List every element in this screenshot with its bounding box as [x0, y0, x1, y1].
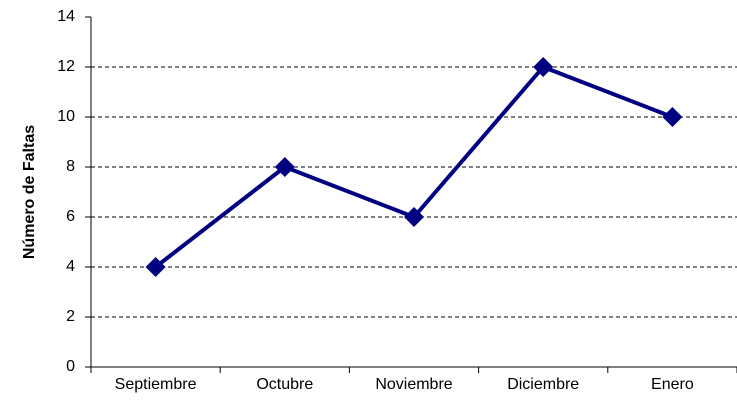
- y-tick-label: 10: [57, 108, 75, 125]
- x-tick-label: Noviembre: [375, 376, 452, 393]
- x-tick-label: Septiembre: [115, 376, 197, 393]
- marker: [274, 157, 295, 177]
- x-tick-label: Enero: [651, 376, 694, 393]
- y-tick-label: 12: [57, 58, 75, 75]
- marker: [662, 107, 683, 127]
- x-tick-label: Diciembre: [507, 376, 579, 393]
- marker: [145, 257, 166, 277]
- y-tick-label: 2: [66, 308, 75, 325]
- marker: [533, 57, 554, 77]
- y-tick-label: 14: [57, 8, 75, 25]
- y-tick-label: 6: [66, 208, 75, 225]
- marker: [404, 207, 424, 227]
- y-tick-label: 0: [66, 358, 75, 375]
- y-tick-label: 4: [66, 258, 75, 275]
- y-axis-label: Número de Faltas: [21, 125, 38, 259]
- y-tick-label: 8: [66, 158, 75, 175]
- x-tick-label: Octubre: [256, 376, 313, 393]
